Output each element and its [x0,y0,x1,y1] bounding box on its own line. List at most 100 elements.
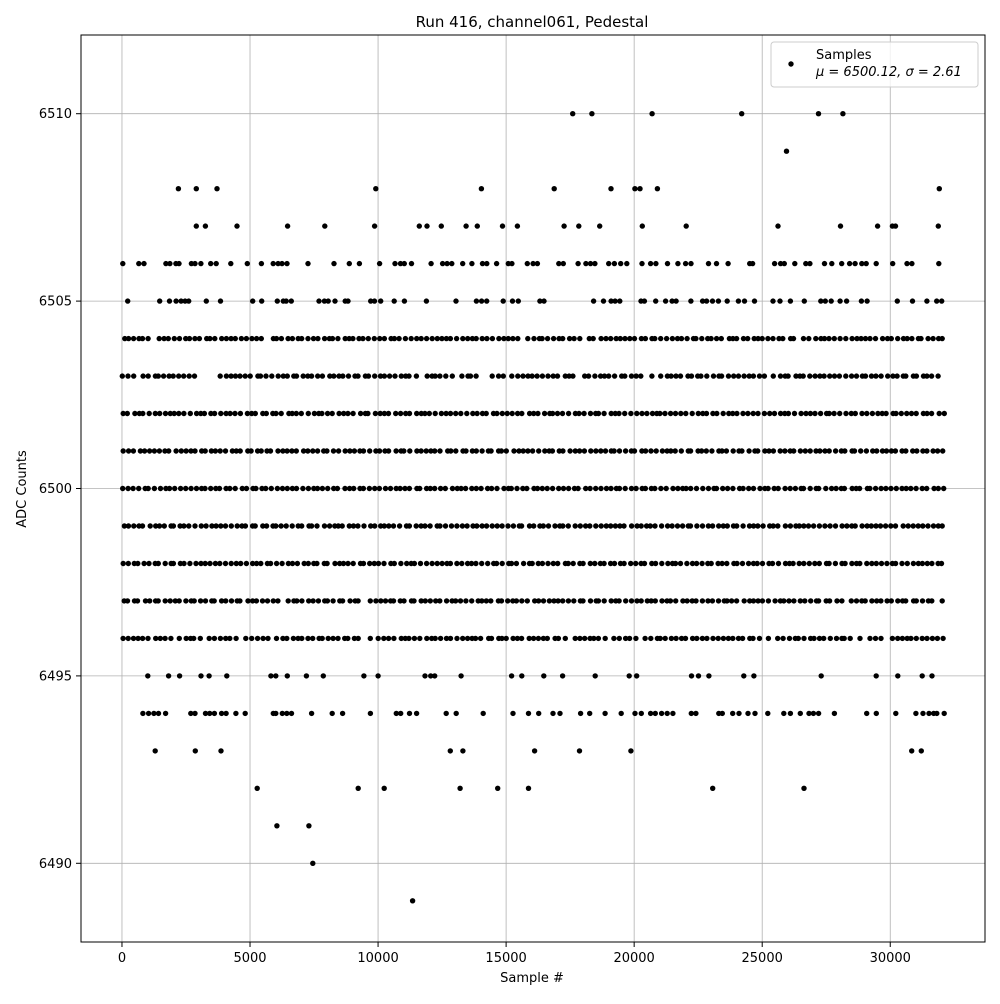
data-point [652,560,659,567]
data-point [592,560,598,567]
data-point [284,635,290,642]
data-point [428,260,434,267]
data-point [465,335,471,342]
data-point [847,635,853,642]
data-point [120,635,126,642]
data-point [196,335,203,342]
data-point [381,373,388,379]
data-point [698,373,704,379]
data-point [688,710,694,717]
data-point [326,523,333,529]
data-point [805,523,812,529]
data-point [924,560,930,567]
data-point [719,560,725,567]
data-point [248,448,254,454]
data-point [157,635,163,642]
data-point [397,260,404,267]
data-point [166,448,172,454]
data-point [305,448,311,454]
data-point [642,448,649,454]
data-point [782,523,789,529]
data-point [617,523,623,529]
data-point [720,523,726,529]
data-point [350,335,356,342]
data-point [589,111,595,117]
data-point [254,785,260,791]
data-point [561,223,567,229]
data-point [628,485,635,492]
data-point [301,560,307,567]
data-point [612,410,618,417]
data-point [332,298,338,304]
data-point [393,485,399,492]
data-point [818,298,824,304]
data-point [516,448,522,454]
data-point [813,335,819,342]
data-point [381,410,388,417]
data-point [575,485,581,492]
data-point [228,598,235,604]
y-axis-label: ADC Counts [15,450,30,528]
data-point [289,335,296,342]
data-point [168,635,174,642]
data-point [172,485,178,492]
data-point [259,485,265,492]
data-point [914,448,920,454]
data-point [710,410,716,417]
data-point [429,335,435,342]
data-point [120,560,126,567]
data-point [473,298,480,304]
data-point [854,335,860,342]
data-point [396,523,403,529]
data-point [232,373,239,379]
data-point [565,560,571,567]
data-point [273,523,279,529]
data-point [132,410,138,417]
data-point [821,335,828,342]
data-point [141,448,148,454]
data-point [856,485,863,492]
data-point [356,260,363,267]
data-point [207,560,213,567]
data-point [735,373,742,379]
data-point [397,598,403,604]
data-point [147,523,153,529]
data-point [570,111,576,117]
data-point [336,373,342,379]
data-point [802,448,808,454]
data-point [438,223,444,229]
data-point [705,260,712,267]
data-point [453,298,459,304]
data-point [777,298,783,304]
data-point [324,598,331,604]
data-point [723,448,730,454]
x-tick-label: 15000 [485,951,526,966]
data-point [816,523,823,529]
data-point [935,523,941,529]
data-point [381,560,387,567]
data-point [654,186,661,192]
data-point [337,560,343,567]
data-point [647,523,653,529]
data-point [314,523,320,529]
data-point [879,448,886,454]
data-point [330,598,336,604]
data-point [597,560,604,567]
data-point [157,298,163,304]
data-point [378,298,384,304]
data-point [145,373,151,379]
data-point [223,598,229,604]
data-point [393,710,399,717]
data-point [245,598,251,604]
data-point [218,748,224,754]
data-point [520,448,526,454]
data-point [864,410,870,417]
data-point [392,373,398,379]
data-point [289,523,295,529]
data-point [920,710,926,717]
data-point [559,673,566,679]
data-point [308,710,315,717]
data-point [288,298,294,304]
data-point [310,598,316,604]
data-point [633,560,639,567]
